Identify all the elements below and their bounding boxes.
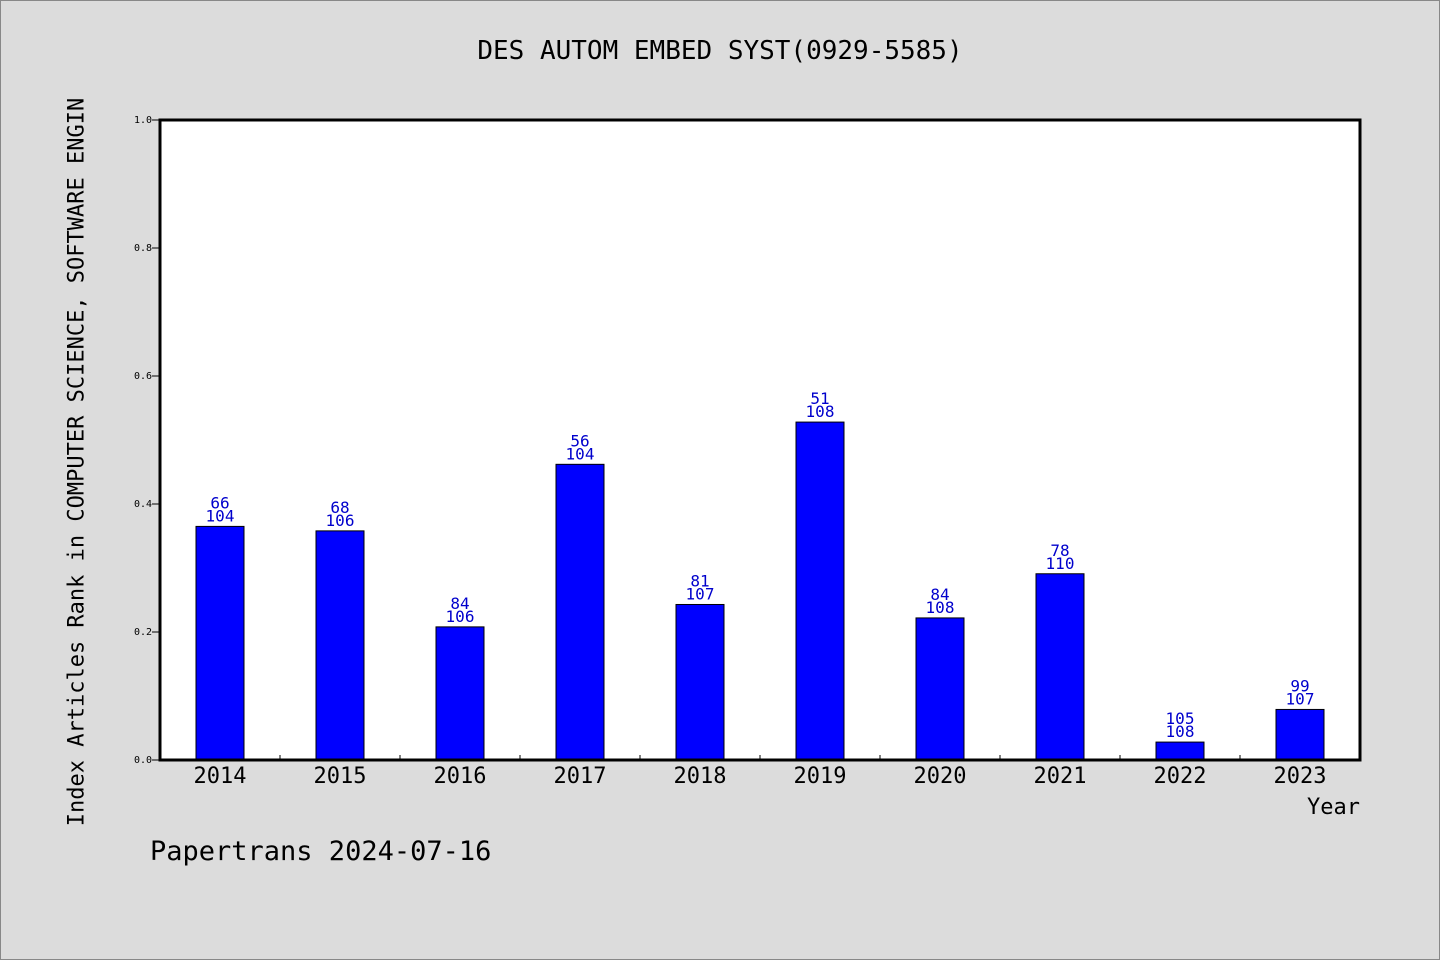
bar-2022 [1155,741,1205,761]
bar-label-total: 107 [686,584,715,603]
bar-2016 [435,626,485,761]
x-axis-label: Year [1307,795,1360,820]
bar-2023 [1275,708,1325,761]
chart-title: DES AUTOM EMBED SYST(0929-5585) [477,36,963,66]
bar-label-rank: 99 [1290,676,1309,695]
bar-label-rank: 105 [1166,709,1195,728]
bar-label-rank: 56 [570,431,589,450]
bar-label-rank: 78 [1050,541,1069,560]
bar-2017 [555,463,605,761]
x-tick-label: 2016 [434,764,487,789]
bar-2018 [675,603,725,761]
y-tick-label: 0.6 [134,371,152,382]
bar-label-rank: 66 [210,493,229,512]
bar-label-rank: 51 [810,389,829,408]
bar-label-rank: 68 [330,498,349,517]
bar-2015 [315,530,365,761]
y-tick-label: 0.0 [134,755,152,766]
plot-frame [158,118,1362,762]
footer-credit: Papertrans 2024-07-16 [150,836,492,867]
x-tick-label: 2022 [1154,764,1207,789]
x-tick-label: 2019 [794,764,847,789]
x-tick-label: 2023 [1274,764,1327,789]
bar-label-total: 108 [806,402,835,421]
x-tick-label: 2014 [194,764,247,789]
bar-label-total: 108 [926,598,955,617]
bar-2019 [795,421,845,761]
y-tick-label: 1.0 [134,115,152,126]
bar-label-total: 108 [1166,722,1195,741]
y-tick-label: 0.4 [134,499,152,510]
bar-label-rank: 84 [450,594,469,613]
bar-label-rank: 81 [690,571,709,590]
bar-2021 [1035,573,1085,761]
bar-label-total: 104 [566,444,595,463]
bar-2014 [195,525,245,761]
bar-label-total: 110 [1046,554,1075,573]
x-tick-label: 2018 [674,764,727,789]
x-tick-label: 2017 [554,764,607,789]
bar-label-total: 107 [1286,689,1315,708]
bar-label-total: 104 [206,506,235,525]
y-tick-label: 0.8 [134,243,152,254]
y-tick-label: 0.2 [134,627,152,638]
x-tick-label: 2020 [914,764,967,789]
bar-label-total: 106 [446,607,475,626]
bar-2020 [915,617,965,761]
x-tick-label: 2021 [1034,764,1087,789]
bar-label-total: 106 [326,511,355,530]
bar-label-rank: 84 [930,585,949,604]
x-tick-label: 2015 [314,764,367,789]
